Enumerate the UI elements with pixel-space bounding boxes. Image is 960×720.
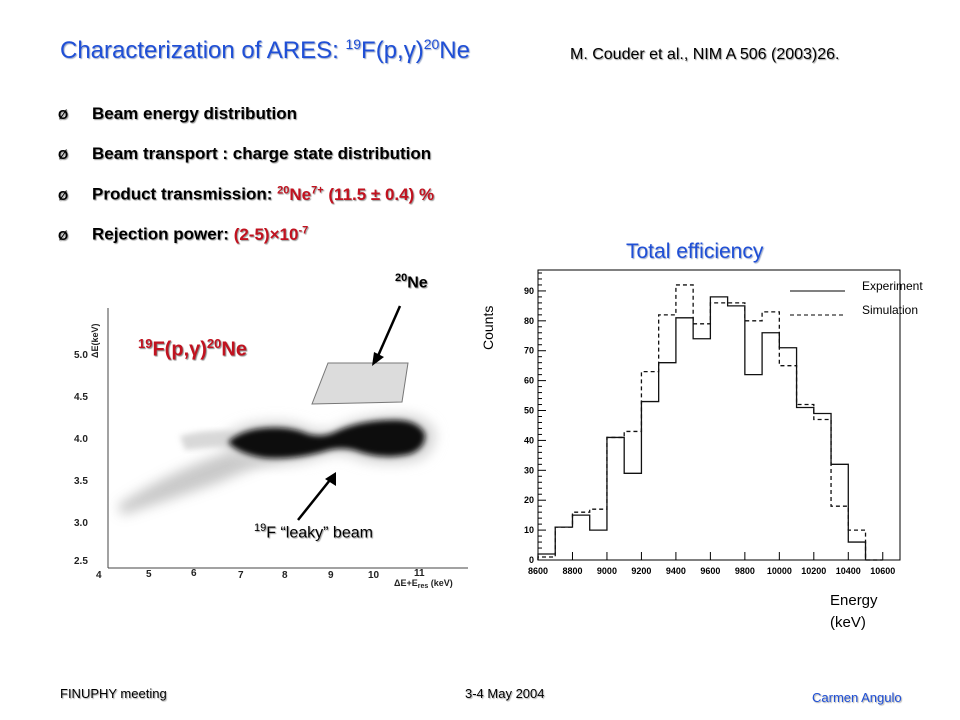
y-tick-label: 2.5 [74,556,88,567]
y-axis-label: ΔE(keV) [90,324,100,358]
ne20-arrow [376,305,402,357]
bullet-arrow-icon: Ø [58,107,69,122]
x-tick-label: 10200 [801,566,826,576]
x-tick-label: 9000 [597,566,617,576]
series-line-experiment [537,296,883,561]
leaky-arrowhead-icon [325,472,336,486]
footer-date: 3-4 May 2004 [465,686,545,701]
x-tick-label: 9800 [735,566,755,576]
x-tick-label: 10600 [870,566,895,576]
footer-meeting: FINUPHY meeting [60,686,167,701]
reaction-label: 19F(p,γ)20Ne [138,336,247,361]
bullet-arrow-icon: Ø [58,187,69,203]
leaky-beam-arrow [297,479,331,521]
histogram-series [537,284,883,561]
ne20-arrowhead-icon [372,352,384,366]
bullet-item: Ø Product transmission: 20Ne7+ (11.5 ± 0.… [58,184,435,204]
bullet-item: Ø Beam transport : charge state distribut… [58,144,432,163]
x-tick-label: 9600 [700,566,720,576]
x-axis-label: ΔE+Eres (keV) [394,578,453,590]
plot-frame [537,269,901,561]
histogram-legend: Experiment Simulation [790,279,923,317]
x-tick-label: 7 [238,570,244,581]
legend-label-simulation: Simulation [862,303,918,317]
y-tick-label: 4.5 [74,392,88,403]
x-tick-label: 10 [368,570,380,581]
x-tick-label: 11 [414,568,425,579]
efficiency-title: Total efficiency [626,240,764,263]
series-line-simulation [537,284,883,561]
y-tick-label: 50 [524,406,534,416]
y-tick-label: 80 [524,316,534,326]
bullet-list: Ø Beam energy distribution Ø Beam transpor… [58,104,434,264]
y-tick-label: 5.0 [74,350,88,361]
y-tick-label: 10 [524,525,534,535]
x-tick-label: 8600 [528,566,548,576]
y-tick-label: 90 [524,286,534,296]
leaky-beam-label: 19F “leaky” beam [254,522,373,542]
y-tick-label: 30 [524,465,534,475]
ne20-label: 20Ne [395,272,428,292]
bullet-item: Ø Beam energy distribution [58,104,297,123]
x-tick-labels: 4 5 6 7 8 9 10 11 [96,568,425,581]
legend-label-experiment: Experiment [862,279,923,293]
y-tick-label: 40 [524,435,534,445]
reference-citation: M. Couder et al., NIM A 506 (2003)26. [570,46,840,63]
y-tick-label: 4.0 [74,434,88,445]
y-tick-label: 70 [524,346,534,356]
y-tick-labels: 5.0 4.5 4.0 3.5 3.0 2.5 [74,350,88,567]
ne20-selection-box [311,362,409,405]
x-tick-label: 5 [146,569,152,580]
footer-author: Carmen Angulo [812,690,902,705]
y-tick-label: 3.0 [74,518,88,529]
efficiency-histogram: 0 10 20 30 40 50 60 70 80 90 8600 8800 9000 9200 9400 9… [524,269,923,576]
energy-axis-label: Energy (keV) [830,592,878,631]
x-tick-label: 8800 [562,566,582,576]
histogram-axes: 0 10 20 30 40 50 60 70 80 90 8600 8800 9000 9200 9400 9… [524,269,901,576]
y-tick-label: 60 [524,376,534,386]
bullet-item: Ø Rejection power: (2-5)×10-7 [58,224,309,244]
de-e-scatter-plot: 5.0 4.5 4.0 3.5 3.0 2.5 ΔE(keV) 4 5 6 7 … [74,305,468,590]
counts-axis-label: Counts [480,305,496,350]
x-tick-label: 10400 [836,566,861,576]
x-tick-label: 6 [191,568,197,579]
x-tick-label: 9200 [631,566,651,576]
y-tick-label: 20 [524,495,534,505]
x-tick-label: 4 [96,570,102,581]
y-tick-label: 0 [529,555,534,565]
x-tick-label: 9400 [666,566,686,576]
leaky-beam-blob [228,420,426,459]
x-tick-label: 9 [328,570,334,581]
slide-title: Characterization of ARES: 19F(p,γ)20Ne [60,36,470,64]
y-tick-label: 3.5 [74,476,88,487]
x-tick-label: 8 [282,570,288,581]
bullet-arrow-icon: Ø [58,227,69,243]
x-tick-label: 10000 [767,566,792,576]
bullet-arrow-icon: Ø [58,147,69,162]
